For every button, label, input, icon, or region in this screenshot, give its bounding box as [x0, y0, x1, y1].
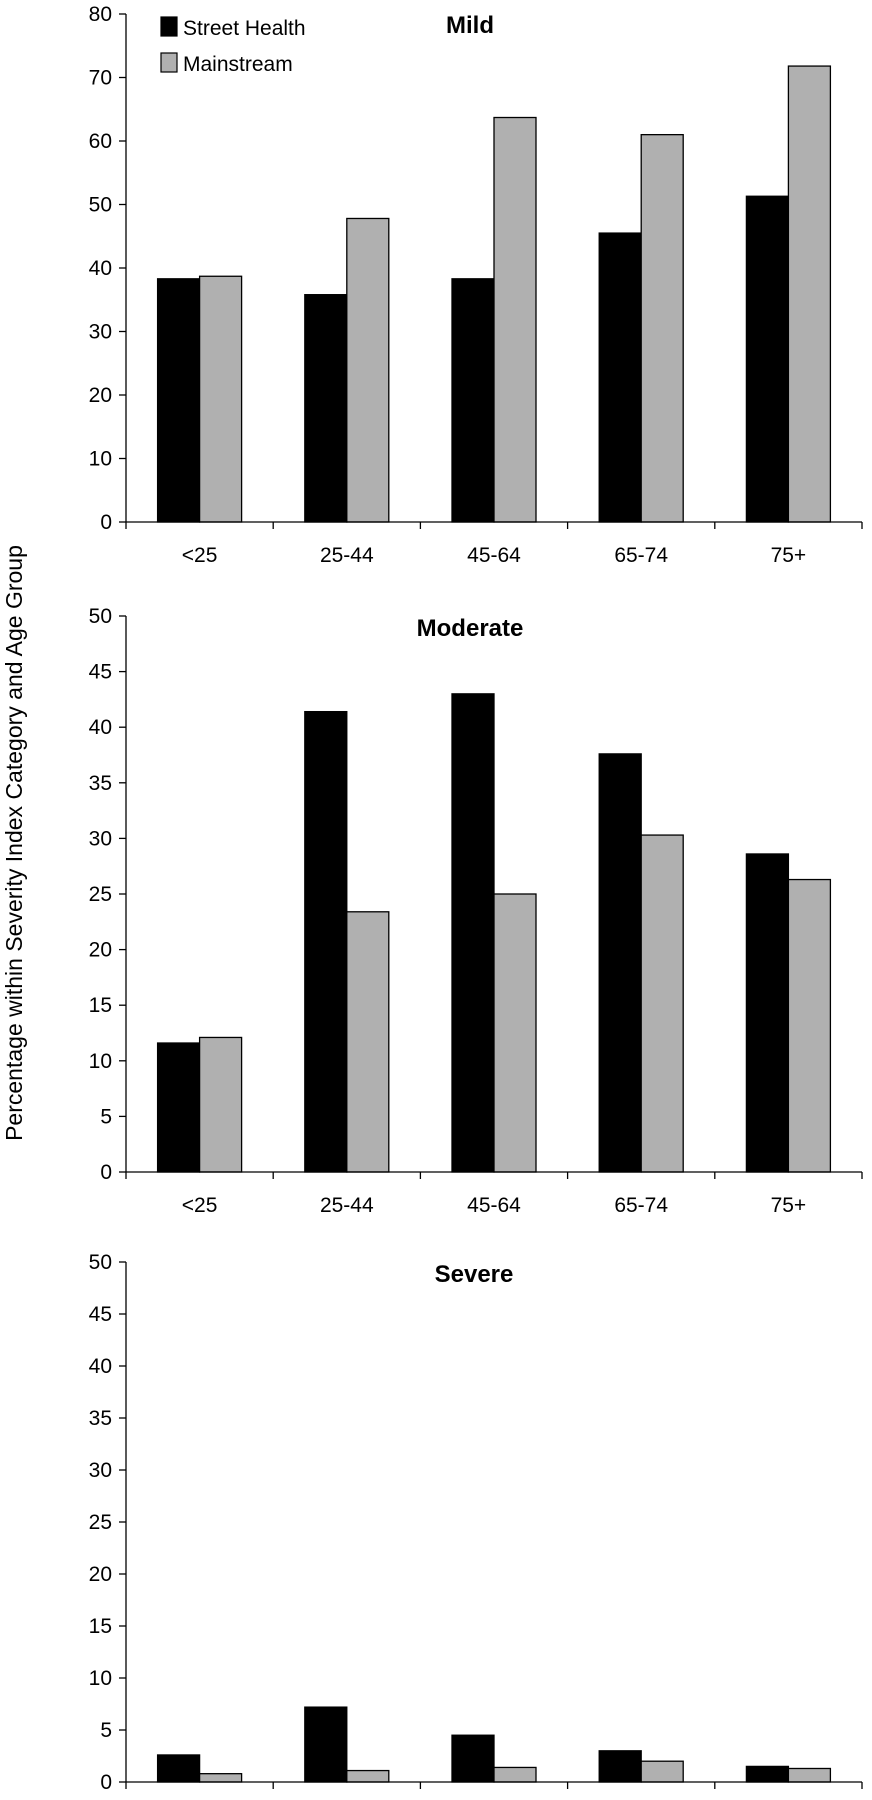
legend-swatch-street-health: [160, 16, 178, 37]
x-tick-label: 45-64: [467, 544, 521, 567]
y-tick-label: 0: [100, 511, 112, 534]
bar-mainstream-25: [198, 1773, 243, 1783]
y-tick-label: 80: [89, 3, 112, 26]
bar-street-health-25-44: [304, 1706, 348, 1783]
chart-severe: Severe 05101520253035404550<2525-4445-64…: [89, 1251, 863, 1794]
bar-street-health-75: [745, 195, 790, 523]
y-tick-label: 10: [89, 448, 112, 471]
y-tick-label: 50: [89, 605, 112, 628]
y-tick-label: 40: [89, 716, 112, 739]
y-tick-label: 40: [89, 1355, 112, 1378]
legend-swatch-mainstream: [160, 52, 178, 73]
bar-street-health-65-74: [598, 232, 642, 523]
bar-mainstream-45-64: [493, 893, 537, 1173]
bar-mainstream-25-44: [346, 911, 390, 1173]
y-tick-label: 30: [89, 827, 112, 850]
x-tick-label: 75+: [771, 1194, 807, 1217]
y-tick-label: 15: [89, 994, 112, 1017]
y-tick-label: 45: [89, 661, 112, 684]
bar-street-health-75: [745, 1765, 790, 1783]
y-tick-label: 50: [89, 194, 112, 217]
bar-mainstream-65-74: [640, 834, 684, 1173]
bar-street-health-25: [156, 278, 201, 523]
y-tick-label: 10: [89, 1667, 112, 1690]
x-tick-label: 65-74: [614, 544, 668, 567]
chart-title: Moderate: [417, 615, 524, 642]
chart-title: Mild: [446, 12, 494, 39]
x-tick-label: 75+: [771, 544, 807, 567]
y-tick-label: 10: [89, 1050, 112, 1073]
y-tick-label: 35: [89, 772, 112, 795]
bar-street-health-45-64: [451, 278, 495, 523]
bar-mainstream-25: [198, 275, 243, 523]
bar-mainstream-65-74: [640, 1760, 684, 1783]
y-tick-label: 20: [89, 384, 112, 407]
bar-street-health-25-44: [304, 294, 348, 523]
bar-street-health-45-64: [451, 1734, 495, 1783]
y-tick-label: 15: [89, 1615, 112, 1638]
x-tick-label: <25: [182, 1194, 218, 1217]
y-tick-label: 5: [100, 1719, 112, 1742]
chart-title: Severe: [435, 1261, 514, 1288]
y-tick-label: 25: [89, 883, 112, 906]
bar-street-health-65-74: [598, 753, 642, 1173]
y-tick-label: 20: [89, 1563, 112, 1586]
y-tick-label: 30: [89, 321, 112, 344]
bar-mainstream-75: [787, 65, 832, 523]
y-tick-label: 25: [89, 1511, 112, 1534]
y-tick-label: 70: [89, 67, 112, 90]
y-tick-label: 45: [89, 1303, 112, 1326]
bar-street-health-75: [745, 853, 790, 1173]
y-tick-label: 50: [89, 1251, 112, 1274]
y-tick-label: 60: [89, 130, 112, 153]
y-tick-label: 30: [89, 1459, 112, 1482]
y-tick-label: 20: [89, 939, 112, 962]
x-tick-label: <25: [182, 544, 218, 567]
bar-mainstream-45-64: [493, 1766, 537, 1783]
x-tick-label: 25-44: [320, 544, 374, 567]
bar-street-health-25-44: [304, 710, 348, 1173]
y-tick-label: 0: [100, 1771, 112, 1794]
bar-street-health-25: [156, 1042, 201, 1173]
chart-mild: Mild Street Health Mainstream 0 10 20 30 40 5…: [89, 3, 863, 567]
x-tick-label: 65-74: [614, 1194, 668, 1217]
legend: Street Health Mainstream: [160, 16, 306, 76]
bar-mainstream-45-64: [493, 116, 537, 523]
bar-mainstream-25-44: [346, 1769, 390, 1783]
chart-moderate: Moderate 0 5 10 15 20 25 30 35 40 45 50 <25 25-44 45-…: [89, 605, 863, 1217]
x-tick-label: 45-64: [467, 1194, 521, 1217]
bar-mainstream-75: [787, 878, 832, 1173]
y-tick-label: 5: [100, 1105, 112, 1128]
legend-label-street-health: Street Health: [183, 17, 306, 40]
y-axis-label: Percentage within Severity Index Categor…: [1, 545, 27, 1141]
x-tick-label: 25-44: [320, 1194, 374, 1217]
y-tick-label: 35: [89, 1407, 112, 1430]
bar-mainstream-25: [198, 1036, 243, 1173]
bar-street-health-25: [156, 1754, 201, 1783]
bar-mainstream-25-44: [346, 217, 390, 523]
bar-street-health-65-74: [598, 1750, 642, 1783]
legend-label-mainstream: Mainstream: [183, 53, 293, 76]
bar-street-health-45-64: [451, 693, 495, 1173]
bar-mainstream-75: [787, 1767, 832, 1783]
y-tick-label: 40: [89, 257, 112, 280]
bar-mainstream-65-74: [640, 133, 684, 523]
y-tick-label: 0: [100, 1161, 112, 1184]
